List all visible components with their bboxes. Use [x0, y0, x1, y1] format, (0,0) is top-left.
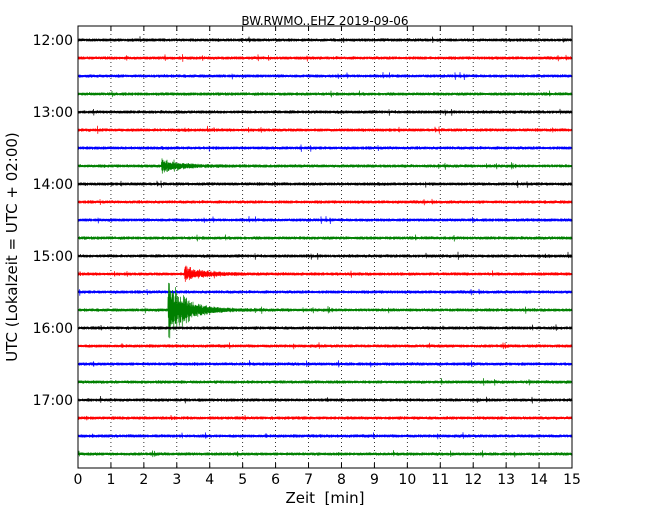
trace-15-30 — [77, 288, 573, 296]
trace-17-45 — [77, 450, 573, 458]
chart-title: BW.RWMO..EHZ 2019-09-06 — [241, 14, 408, 28]
vertical-grid — [110, 26, 540, 468]
x-axis-ticks: 0 1 2 3 4 5 6 7 8 9 10 11 12 13 14 15 — [74, 26, 581, 488]
y-tick-label-17-00: 17:00 — [33, 393, 73, 409]
trace-17-30 — [77, 432, 573, 440]
trace-14-45 — [77, 234, 573, 242]
x-tick-label-3: 3 — [172, 472, 181, 488]
x-tick-label-8: 8 — [337, 472, 346, 488]
y-tick-label-15-00: 15:00 — [33, 249, 73, 265]
x-tick-label-4: 4 — [205, 472, 214, 488]
y-tick-label-13-00: 13:00 — [33, 105, 73, 121]
trace-16-30 — [77, 360, 573, 368]
trace-15-00 — [77, 251, 573, 260]
x-tick-label-10: 10 — [398, 472, 416, 488]
trace-15-15 — [77, 265, 573, 282]
trace-16-00 — [77, 324, 573, 331]
trace-12-30 — [77, 72, 573, 81]
y-tick-label-16-00: 16:00 — [33, 321, 73, 337]
x-tick-label-14: 14 — [530, 472, 548, 488]
x-tick-label-12: 12 — [464, 472, 482, 488]
trace-12-00 — [77, 36, 573, 44]
trace-13-15 — [77, 125, 573, 134]
x-tick-label-6: 6 — [271, 472, 280, 488]
y-axis-ticks: 12:00 13:00 14:00 15:00 16:00 17:00 — [33, 33, 572, 409]
plot-frame — [77, 25, 573, 469]
y-tick-label-12-00: 12:00 — [33, 33, 73, 49]
trace-17-15 — [77, 414, 573, 421]
trace-16-15 — [77, 342, 573, 350]
trace-14-15 — [77, 198, 573, 206]
y-tick-label-14-00: 14:00 — [33, 177, 73, 193]
x-tick-label-7: 7 — [304, 472, 313, 488]
trace-12-45 — [77, 90, 573, 98]
x-axis-title: Zeit [min] — [285, 489, 364, 507]
trace-13-00 — [77, 108, 573, 116]
seismogram-traces — [77, 36, 573, 458]
x-tick-label-2: 2 — [139, 472, 148, 488]
trace-12-15 — [77, 54, 573, 62]
x-tick-label-0: 0 — [74, 472, 83, 488]
y-axis-title: UTC (Lokalzeit = UTC + 02:00) — [3, 132, 21, 362]
x-tick-label-5: 5 — [238, 472, 247, 488]
trace-16-45 — [77, 378, 573, 386]
x-tick-label-15: 15 — [563, 472, 581, 488]
trace-15-45 — [77, 282, 573, 339]
trace-14-00 — [77, 180, 573, 188]
x-tick-label-9: 9 — [370, 472, 379, 488]
trace-17-00 — [77, 395, 573, 404]
x-tick-label-1: 1 — [106, 472, 115, 488]
trace-13-30 — [77, 144, 573, 152]
x-tick-label-13: 13 — [497, 472, 515, 488]
trace-14-30 — [77, 216, 573, 225]
x-tick-label-11: 11 — [431, 472, 449, 488]
trace-13-45 — [77, 158, 573, 174]
